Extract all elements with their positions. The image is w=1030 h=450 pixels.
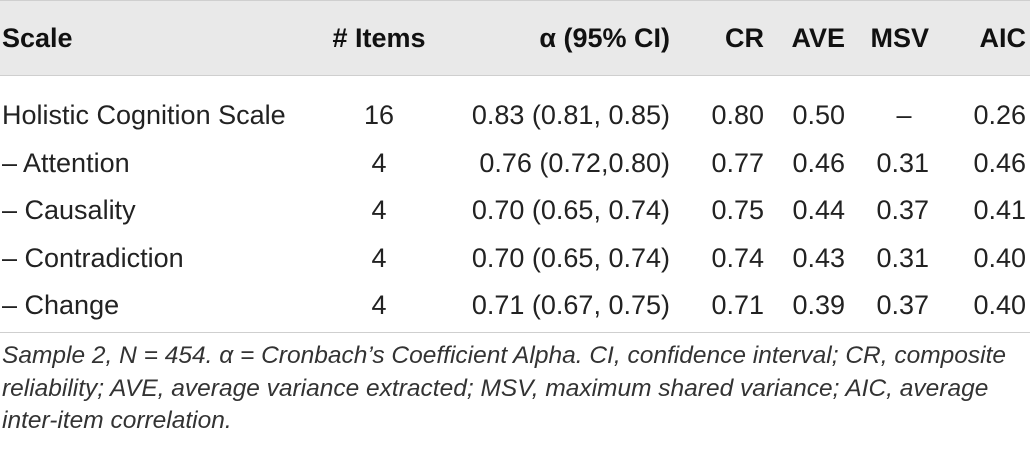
header-ave: AVE <box>791 22 845 53</box>
header-cr: CR <box>725 22 764 53</box>
cell-items: 4 <box>371 290 387 321</box>
cell-scale: – Contradiction <box>2 242 184 273</box>
cell-cr: 0.80 <box>711 100 764 131</box>
cell-items: 4 <box>371 242 387 273</box>
cell-alpha: 0.70 (0.65, 0.74) <box>471 195 670 226</box>
cell-cr: 0.75 <box>711 195 764 226</box>
header-scale: Scale <box>2 22 73 53</box>
cell-aic: 0.40 <box>973 242 1026 273</box>
cell-aic: 0.26 <box>973 100 1026 131</box>
cell-cr: 0.74 <box>711 242 764 273</box>
cell-aic: 0.41 <box>973 195 1026 226</box>
table-row: – Causality 4 0.70 (0.65, 0.74) 0.75 0.4… <box>0 187 1030 235</box>
table-footnote: Sample 2, N = 454. α = Cronbach’s Coeffi… <box>2 342 1007 434</box>
cell-msv: 0.31 <box>876 147 929 178</box>
cell-scale: Holistic Cognition Scale <box>2 100 286 131</box>
table-row: Holistic Cognition Scale 16 0.83 (0.81, … <box>0 76 1030 140</box>
table-header-band <box>0 0 1030 76</box>
header-msv: MSV <box>870 22 929 53</box>
cell-alpha: 0.83 (0.81, 0.85) <box>471 100 670 131</box>
cell-msv: 0.37 <box>876 290 929 321</box>
cell-ave: 0.50 <box>792 100 845 131</box>
cell-alpha: 0.76 (0.72,0.80) <box>479 147 670 178</box>
reliability-table: Scale # Items α (95% CI) CR AVE MSV AIC … <box>0 0 1030 330</box>
cell-msv: 0.31 <box>876 242 929 273</box>
cell-ave: 0.39 <box>792 290 845 321</box>
table-header-row: Scale # Items α (95% CI) CR AVE MSV AIC <box>0 0 1030 76</box>
cell-scale: – Attention <box>2 147 130 178</box>
table-bottom-rule <box>0 332 1030 333</box>
table-row: – Attention 4 0.76 (0.72,0.80) 0.77 0.46… <box>0 140 1030 188</box>
cell-items: 4 <box>371 195 387 226</box>
cell-alpha: 0.70 (0.65, 0.74) <box>471 242 670 273</box>
header-items: # Items <box>332 22 426 53</box>
cell-alpha: 0.71 (0.67, 0.75) <box>471 290 670 321</box>
table-row: – Change 4 0.71 (0.67, 0.75) 0.71 0.39 0… <box>0 282 1030 330</box>
cell-msv: – <box>896 100 912 131</box>
header-alpha: α (95% CI) <box>539 22 670 53</box>
cell-cr: 0.77 <box>711 147 764 178</box>
cell-scale: – Change <box>2 290 120 321</box>
cell-ave: 0.43 <box>792 242 845 273</box>
header-aic: AIC <box>979 22 1027 53</box>
cell-aic: 0.46 <box>973 147 1026 178</box>
cell-scale: – Causality <box>2 195 136 226</box>
cell-ave: 0.46 <box>792 147 845 178</box>
cell-ave: 0.44 <box>792 195 845 226</box>
cell-msv: 0.37 <box>876 195 929 226</box>
cell-items: 4 <box>371 147 387 178</box>
cell-cr: 0.71 <box>711 290 764 321</box>
cell-items: 16 <box>363 100 395 131</box>
cell-aic: 0.40 <box>973 290 1026 321</box>
table-row: – Contradiction 4 0.70 (0.65, 0.74) 0.74… <box>0 235 1030 283</box>
